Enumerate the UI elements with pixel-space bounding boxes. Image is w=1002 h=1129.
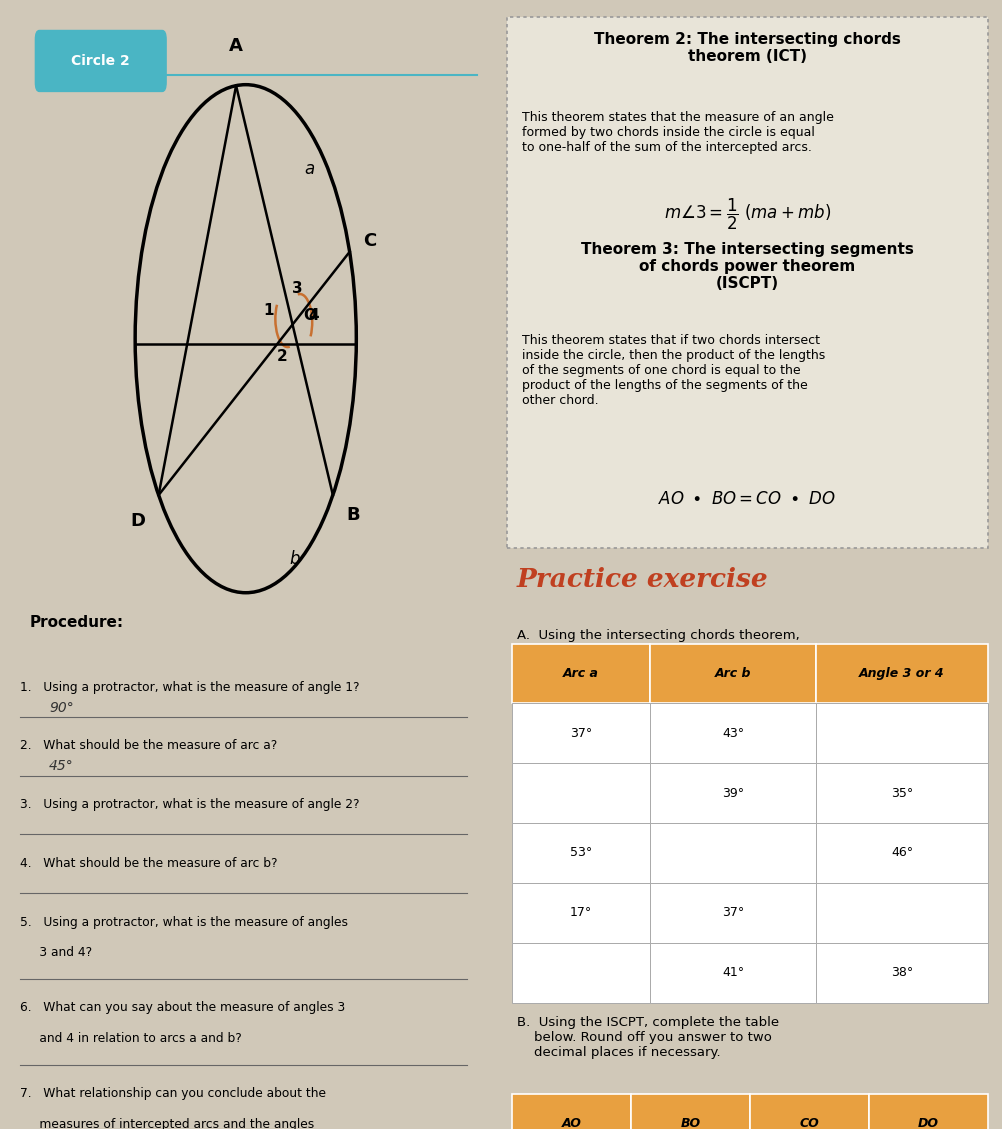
Text: Angle 3 or 4: Angle 3 or 4 xyxy=(859,667,944,680)
Text: Arc b: Arc b xyxy=(714,667,750,680)
FancyBboxPatch shape xyxy=(816,703,987,763)
Text: A: A xyxy=(228,37,242,55)
Text: D: D xyxy=(130,513,145,530)
FancyBboxPatch shape xyxy=(816,763,987,823)
FancyBboxPatch shape xyxy=(749,1094,868,1129)
Text: CO: CO xyxy=(799,1118,819,1129)
FancyBboxPatch shape xyxy=(816,943,987,1003)
Text: O: O xyxy=(303,308,316,323)
Text: measures of intercepted arcs and the angles: measures of intercepted arcs and the ang… xyxy=(20,1118,314,1129)
Text: 45°: 45° xyxy=(49,760,74,773)
FancyBboxPatch shape xyxy=(511,823,649,883)
Text: 4.   What should be the measure of arc b?: 4. What should be the measure of arc b? xyxy=(20,857,277,870)
Text: Theorem 2: The intersecting chords
theorem (ICT): Theorem 2: The intersecting chords theor… xyxy=(593,32,900,64)
Text: 5.   Using a protractor, what is the measure of angles: 5. Using a protractor, what is the measu… xyxy=(20,916,348,929)
Text: 17°: 17° xyxy=(569,907,591,919)
Text: Practice exercise: Practice exercise xyxy=(517,567,768,592)
Text: 46°: 46° xyxy=(890,847,912,859)
FancyBboxPatch shape xyxy=(649,644,816,703)
Text: AO: AO xyxy=(561,1118,581,1129)
Text: 6.   What can you say about the measure of angles 3: 6. What can you say about the measure of… xyxy=(20,1001,345,1015)
Text: Theorem 3: The intersecting segments
of chords power theorem
(ISCPT): Theorem 3: The intersecting segments of … xyxy=(580,242,913,291)
Text: This theorem states that if two chords intersect
inside the circle, then the pro: This theorem states that if two chords i… xyxy=(522,334,825,408)
Text: BO: BO xyxy=(679,1118,699,1129)
Text: 90°: 90° xyxy=(49,701,74,715)
FancyBboxPatch shape xyxy=(649,883,816,943)
FancyBboxPatch shape xyxy=(511,1094,630,1129)
FancyBboxPatch shape xyxy=(649,703,816,763)
Text: 1.   Using a protractor, what is the measure of angle 1?: 1. Using a protractor, what is the measu… xyxy=(20,681,359,694)
FancyBboxPatch shape xyxy=(649,823,816,883)
FancyBboxPatch shape xyxy=(511,883,649,943)
FancyBboxPatch shape xyxy=(35,30,166,91)
Text: 35°: 35° xyxy=(890,787,912,799)
FancyBboxPatch shape xyxy=(816,823,987,883)
Text: Arc a: Arc a xyxy=(562,667,598,680)
Text: Circle 2: Circle 2 xyxy=(71,54,130,68)
FancyBboxPatch shape xyxy=(649,763,816,823)
FancyBboxPatch shape xyxy=(511,763,649,823)
Text: 2.   What should be the measure of arc a?: 2. What should be the measure of arc a? xyxy=(20,739,277,753)
Text: 37°: 37° xyxy=(569,727,591,739)
FancyBboxPatch shape xyxy=(868,1094,987,1129)
Text: C: C xyxy=(363,231,376,250)
Text: b: b xyxy=(290,550,300,568)
FancyBboxPatch shape xyxy=(511,943,649,1003)
FancyBboxPatch shape xyxy=(630,1094,749,1129)
Text: B.  Using the ISCPT, complete the table
    below. Round off you answer to two
 : B. Using the ISCPT, complete the table b… xyxy=(517,1016,779,1059)
Text: 39°: 39° xyxy=(721,787,743,799)
Text: This theorem states that the measure of an angle
formed by two chords inside the: This theorem states that the measure of … xyxy=(522,111,834,154)
FancyBboxPatch shape xyxy=(649,943,816,1003)
Text: 1: 1 xyxy=(264,304,274,318)
Text: 43°: 43° xyxy=(721,727,743,739)
Text: $m\angle3 = \dfrac{1}{2}\ (ma + mb)$: $m\angle3 = \dfrac{1}{2}\ (ma + mb)$ xyxy=(663,196,830,231)
Text: 37°: 37° xyxy=(721,907,743,919)
FancyBboxPatch shape xyxy=(506,17,987,548)
FancyBboxPatch shape xyxy=(816,644,987,703)
FancyBboxPatch shape xyxy=(511,703,649,763)
Text: a: a xyxy=(305,160,315,178)
Text: 3: 3 xyxy=(292,281,303,296)
Text: 3.   Using a protractor, what is the measure of angle 2?: 3. Using a protractor, what is the measu… xyxy=(20,798,359,812)
Text: and 4 in relation to arcs a and b?: and 4 in relation to arcs a and b? xyxy=(20,1032,241,1045)
Text: DO: DO xyxy=(917,1118,938,1129)
Text: 2: 2 xyxy=(277,349,287,364)
FancyBboxPatch shape xyxy=(511,644,649,703)
Text: 41°: 41° xyxy=(721,966,743,979)
Text: $AO\ \bullet\ BO = CO\ \bullet\ DO$: $AO\ \bullet\ BO = CO\ \bullet\ DO$ xyxy=(658,490,835,508)
Text: 7.   What relationship can you conclude about the: 7. What relationship can you conclude ab… xyxy=(20,1087,326,1101)
Text: Procedure:: Procedure: xyxy=(29,615,123,630)
FancyBboxPatch shape xyxy=(816,883,987,943)
Text: 4: 4 xyxy=(308,308,319,323)
Text: 38°: 38° xyxy=(890,966,912,979)
Text: A.  Using the intersecting chords theorem,
    complete the table below.: A. Using the intersecting chords theorem… xyxy=(517,629,799,657)
Text: 53°: 53° xyxy=(569,847,591,859)
Text: 3 and 4?: 3 and 4? xyxy=(20,946,92,960)
Text: B: B xyxy=(346,507,360,524)
